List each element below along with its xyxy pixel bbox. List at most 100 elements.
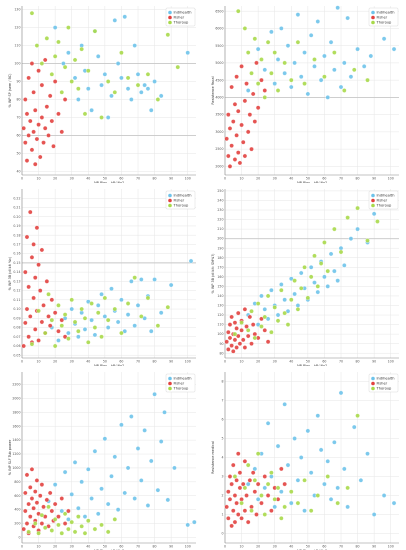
data-point-fisher (36, 338, 41, 343)
y-tick-label: 3 (221, 475, 223, 479)
data-point-indihealth (259, 293, 264, 299)
data-point-thoroup (325, 474, 331, 479)
data-point-fisher (229, 523, 234, 529)
data-point-thoroup (272, 50, 277, 55)
data-point-fisher (239, 328, 244, 333)
data-point-thoroup (66, 25, 71, 30)
data-point-indihealth (148, 108, 154, 113)
data-point-fisher (242, 459, 248, 464)
data-point-indihealth (66, 330, 71, 336)
y-tick-label: 0.09 (13, 316, 20, 320)
data-point-fisher (229, 84, 234, 90)
data-point-thoroup (355, 413, 360, 418)
data-point-indihealth (158, 93, 164, 99)
data-point-indihealth (185, 522, 190, 528)
data-point-fisher (237, 485, 243, 491)
data-point-indihealth (129, 97, 134, 102)
y-axis-label: Resistence fiscal (211, 76, 215, 104)
data-point-thoroup (262, 95, 268, 100)
data-point-indihealth (86, 86, 91, 91)
data-point-thoroup (52, 517, 58, 522)
y-tick-label: 40 (16, 170, 20, 174)
data-point-fisher (249, 146, 254, 152)
data-point-fisher (229, 314, 234, 320)
data-point-fisher (226, 347, 231, 352)
data-point-indihealth (192, 519, 197, 525)
data-point-fisher (265, 339, 271, 345)
data-point-fisher (37, 288, 43, 293)
data-point-fisher (242, 508, 248, 513)
data-point-thoroup (49, 317, 55, 323)
data-point-fisher (252, 489, 258, 494)
data-point-fisher (23, 269, 28, 275)
data-point-indihealth (129, 414, 134, 419)
y-tick-label: 0.15 (13, 261, 20, 265)
data-point-thoroup (46, 504, 51, 510)
data-point-fisher (32, 489, 38, 494)
data-point-fisher (29, 496, 35, 501)
data-point-fisher (21, 526, 26, 532)
data-point-indihealth (115, 61, 121, 66)
data-point-fisher (234, 345, 239, 350)
data-point-thoroup (295, 39, 301, 45)
legend-label: Thoroup (173, 387, 190, 391)
data-point-thoroup (112, 90, 118, 95)
data-point-thoroup (34, 43, 40, 48)
data-point-thoroup (279, 287, 284, 293)
data-point-thoroup (262, 512, 268, 517)
y-tick-label: 6000 (215, 27, 223, 31)
y-tick-label: 120 (14, 26, 20, 30)
data-point-indihealth (292, 60, 297, 66)
y-tick-label: 50 (16, 152, 20, 156)
data-point-indihealth (295, 478, 301, 483)
data-point-fisher (265, 493, 271, 498)
data-point-fisher (21, 343, 26, 349)
data-point-indihealth (82, 514, 88, 519)
scatter-chart-1: 0 10 20 30 40 50 60 70 80 90 100 40 50 60 70 80 90 100 110… (8, 6, 196, 183)
data-point-indihealth (381, 493, 387, 498)
data-point-indihealth (148, 458, 154, 464)
y-tick-label: 80 (16, 98, 20, 102)
data-point-thoroup (165, 32, 171, 38)
data-point-indihealth (92, 448, 98, 454)
data-point-indihealth (335, 5, 340, 10)
data-point-thoroup (79, 46, 84, 52)
data-point-fisher (255, 105, 261, 111)
legend-box (165, 190, 196, 210)
scatter-chart-3: 0 10 20 30 40 50 60 70 80 90 100 0.05 0.06 0.07 0.08 0.… (8, 189, 196, 366)
data-point-indihealth (155, 487, 161, 493)
y-tick-label: 170 (217, 265, 223, 269)
panel-2: 0 10 20 30 40 50 60 70 80 90 100 2000 2500 3000 3500 40… (203, 0, 406, 183)
data-point-indihealth (298, 455, 304, 460)
data-point-fisher (234, 326, 239, 331)
data-point-indihealth (105, 501, 111, 507)
y-tick-label: 110 (217, 323, 223, 327)
data-point-thoroup (312, 253, 317, 259)
y-tick-label: 0 (221, 532, 223, 536)
x-axis-label: NB Play – kB/ No? (94, 364, 124, 366)
data-point-thoroup (102, 295, 108, 301)
data-point-thoroup (125, 75, 131, 81)
data-point-thoroup (99, 115, 104, 120)
data-point-fisher (47, 323, 53, 328)
data-point-indihealth (282, 402, 287, 407)
data-point-indihealth (69, 306, 74, 312)
data-point-indihealth (119, 75, 124, 81)
data-point-fisher (252, 119, 258, 124)
legend-marker-indihealth (371, 10, 375, 15)
data-point-thoroup (259, 57, 264, 62)
data-point-fisher (66, 508, 71, 514)
data-point-fisher (31, 295, 36, 301)
x-tick-label: 100 (185, 360, 191, 364)
data-point-thoroup (175, 64, 181, 70)
data-point-thoroup (265, 293, 271, 299)
data-point-indihealth (99, 292, 104, 297)
data-point-fisher (39, 115, 45, 120)
data-point-thoroup (86, 68, 91, 73)
y-tick-label: 0.17 (13, 243, 20, 247)
legend-label: Thoroup (376, 21, 393, 25)
data-point-indihealth (105, 115, 111, 120)
data-point-thoroup (92, 526, 98, 532)
data-point-thoroup (255, 301, 261, 306)
data-point-fisher (231, 349, 236, 354)
